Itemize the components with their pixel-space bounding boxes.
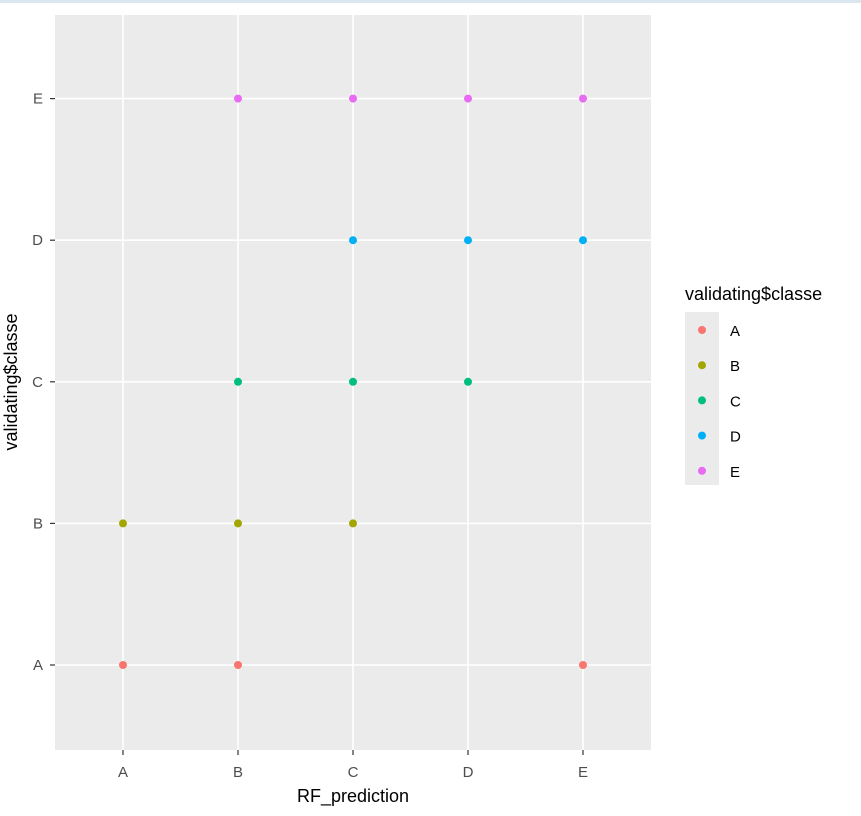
legend-items: A B C D E <box>698 323 741 481</box>
x-tick-label-E: E <box>578 764 588 781</box>
point-B-A <box>234 661 242 669</box>
legend-label-D: D <box>730 429 741 446</box>
point-A-B <box>119 519 127 528</box>
legend-title: validating$classe <box>685 284 822 304</box>
x-tick-label-A: A <box>118 764 128 781</box>
y-tick-label-A: A <box>33 657 43 674</box>
point-D-E <box>464 94 472 103</box>
y-axis: A B C D E <box>32 91 55 674</box>
y-tick-label-E: E <box>33 91 43 108</box>
x-axis-title: RF_prediction <box>297 786 409 807</box>
y-tick-label-D: D <box>32 232 43 249</box>
legend: validating$classe A B C D E <box>685 284 822 485</box>
point-E-A <box>579 661 587 669</box>
window-top-border <box>0 0 861 3</box>
point-C-C <box>349 377 357 386</box>
point-D-C <box>464 377 472 386</box>
y-tick-label-C: C <box>32 374 43 391</box>
point-E-D <box>579 236 587 245</box>
legend-key-D <box>698 431 706 440</box>
point-B-B <box>234 519 242 528</box>
point-C-D <box>349 236 357 245</box>
data-points <box>119 94 587 669</box>
x-tick-label-B: B <box>233 764 243 781</box>
y-tick-label-B: B <box>33 515 43 532</box>
legend-key-C <box>698 396 706 405</box>
point-B-C <box>234 377 242 386</box>
x-axis: A B C D E <box>118 750 588 781</box>
legend-key-E <box>698 466 706 475</box>
legend-key-A <box>698 326 706 334</box>
legend-key-B <box>698 361 706 370</box>
x-tick-label-C: C <box>348 764 359 781</box>
point-B-E <box>234 94 242 103</box>
y-axis-title: validating$classe <box>1 313 21 450</box>
legend-label-B: B <box>730 358 740 375</box>
x-tick-label-D: D <box>463 764 474 781</box>
point-D-D <box>464 236 472 245</box>
point-C-E <box>349 94 357 103</box>
legend-label-C: C <box>730 393 741 410</box>
point-E-E <box>579 94 587 103</box>
point-A-A <box>119 661 127 669</box>
legend-label-E: E <box>730 464 740 481</box>
legend-label-A: A <box>730 323 740 340</box>
point-C-B <box>349 519 357 528</box>
